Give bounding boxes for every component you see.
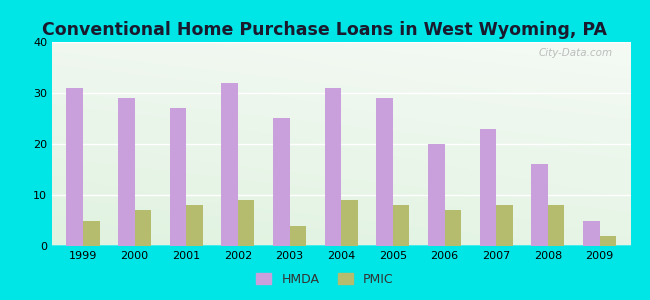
Bar [428,144,445,246]
Bar [135,210,151,246]
Bar [83,220,99,246]
Bar [222,83,238,246]
Bar [170,108,187,246]
Bar [187,205,203,246]
Bar [238,200,254,246]
Bar [583,220,599,246]
Bar [290,226,306,246]
Bar [599,236,616,246]
Text: City-Data.com: City-Data.com [539,48,613,58]
Bar [118,98,135,246]
Bar [273,118,290,246]
Bar [325,88,341,246]
Bar [496,205,513,246]
Bar [480,129,496,246]
Bar [376,98,393,246]
Bar [393,205,410,246]
Text: Conventional Home Purchase Loans in West Wyoming, PA: Conventional Home Purchase Loans in West… [42,21,608,39]
Bar [445,210,461,246]
Bar [548,205,564,246]
Legend: HMDA, PMIC: HMDA, PMIC [252,268,398,291]
Bar [531,164,548,246]
Bar [341,200,358,246]
Bar [66,88,83,246]
